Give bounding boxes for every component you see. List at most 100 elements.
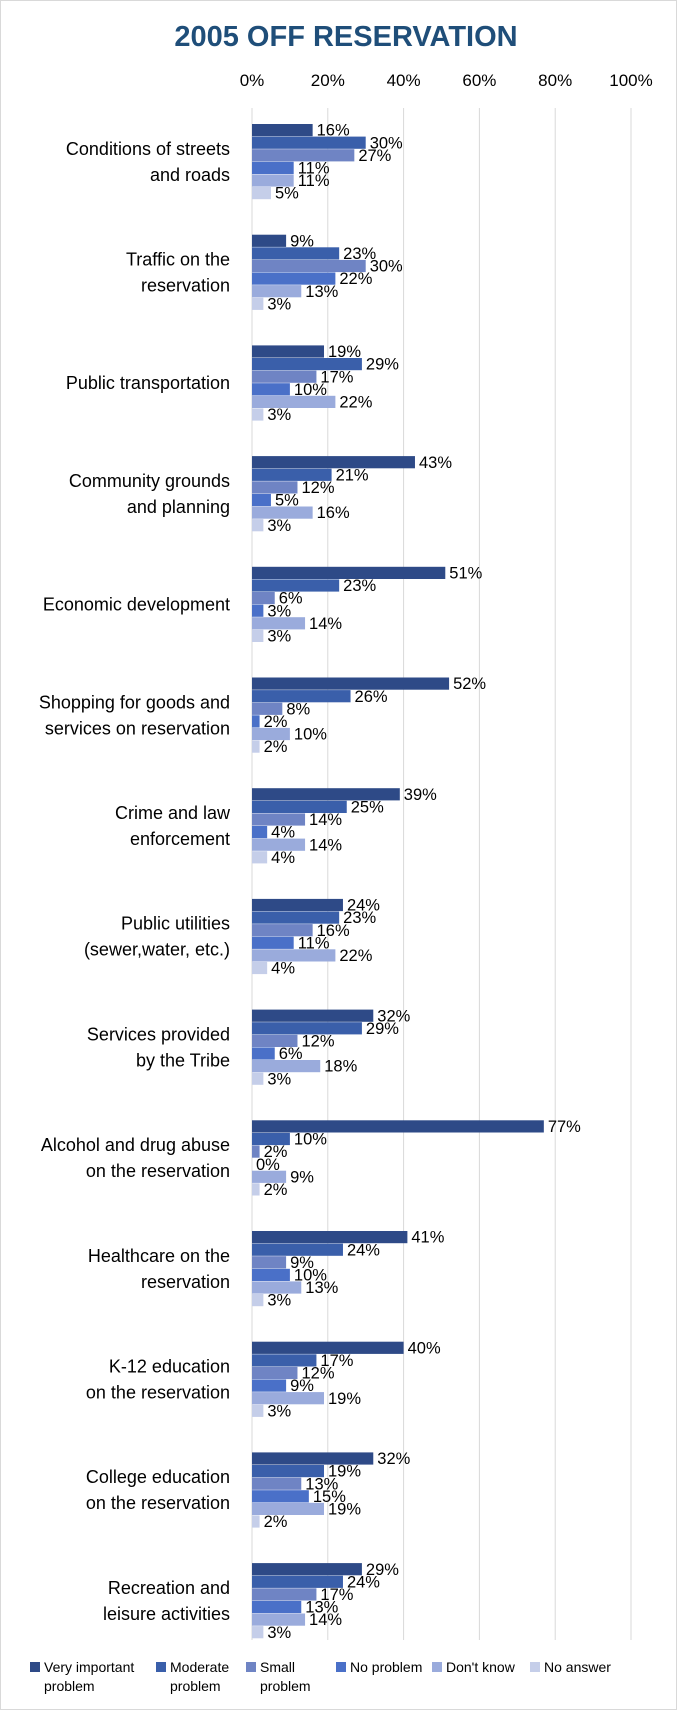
bar [252,481,298,494]
data-label: 3% [267,628,291,646]
bar [252,1341,404,1354]
bar [252,1243,343,1256]
data-label: 2% [264,1181,288,1199]
bar [252,408,264,421]
bar [252,519,264,532]
chart-title: 2005 OFF RESERVATION [174,21,517,53]
x-axis-ticks: 0% 20% 40% 60% 80% 100% [240,71,653,90]
data-label: 2% [264,1143,288,1161]
bar [252,727,290,741]
bar [252,1490,309,1503]
bar [252,677,450,690]
bar [252,161,294,174]
bar [252,1379,287,1392]
bar [252,1354,317,1367]
data-label: 10% [294,381,327,399]
bar [252,617,306,630]
data-label: 10% [294,1267,327,1285]
data-label: 12% [301,1365,334,1383]
legend-label: Moderate problem [170,1659,229,1694]
data-label: 3% [267,406,291,424]
data-label: 2% [264,713,288,731]
data-label: 13% [305,283,338,301]
data-label: 25% [351,799,384,817]
data-label: 43% [419,454,452,472]
data-label: 77% [548,1118,581,1136]
data-label: 18% [324,1058,357,1076]
bar [252,1613,306,1626]
bar [252,247,340,260]
data-label: 12% [301,1033,334,1051]
data-label: 30% [370,134,403,152]
data-label: 14% [309,615,342,633]
bar [252,285,302,298]
data-label: 41% [411,1229,444,1247]
x-tick-label: 80% [538,71,572,90]
bar [252,1294,264,1307]
data-label: 5% [275,185,299,203]
bar [252,1132,290,1146]
data-label: 14% [309,811,342,829]
bar [252,1366,298,1380]
data-label: 11% [298,160,330,178]
legend-swatch [432,1662,442,1672]
bar [252,259,366,273]
x-tick-label: 100% [609,71,652,90]
bar [252,813,306,826]
bar [252,1404,264,1417]
bar [252,715,260,728]
data-label: 14% [309,1611,342,1629]
data-label: 10% [294,1131,327,1149]
category-label: Traffic on the reservation [126,250,230,296]
category-label: Alcohol and drug abuse on the reservation [41,1135,230,1181]
bar [252,1268,290,1281]
bar [252,1452,374,1465]
data-label: 8% [286,700,310,718]
data-label: 0% [256,1156,280,1174]
data-label: 24% [347,1573,380,1591]
data-label: 17% [320,368,353,386]
bar [252,702,283,715]
data-label: 39% [404,786,437,804]
bar [252,1034,298,1047]
x-tick-label: 40% [387,71,421,90]
data-label: 29% [366,1020,399,1038]
bar [252,1588,317,1601]
data-label: 13% [305,1475,338,1493]
legend: Very important problem Moderate problem Smal… [30,1659,611,1694]
bar [252,898,343,912]
data-label: 19% [328,1501,361,1519]
data-label: 3% [267,517,291,535]
data-label: 6% [279,1045,303,1063]
bar [252,826,268,839]
data-label: 17% [320,1586,353,1604]
data-label: 16% [317,122,350,140]
data-label: 9% [290,1254,314,1272]
bar [252,1392,325,1405]
bar [252,1072,264,1085]
bar [252,1575,343,1588]
data-label: 26% [355,688,388,706]
bar [252,1465,325,1478]
data-label: 4% [271,824,295,842]
category-label: Healthcare on the reservation [88,1246,230,1292]
data-label: 32% [377,1007,410,1025]
data-label: 22% [339,947,372,965]
bar [252,506,313,519]
bar [252,1183,260,1196]
data-label: 3% [267,1402,291,1420]
bar [252,579,340,592]
data-label: 23% [343,909,376,927]
category-label: Public utilities (sewer,water, etc.) [84,914,230,960]
bar [252,1022,362,1035]
bar [252,911,340,924]
data-label: 30% [370,258,403,276]
bar [252,1600,302,1614]
data-label: 19% [328,343,361,361]
bar [252,468,332,481]
bar [252,1256,287,1269]
data-label: 23% [343,577,376,595]
data-label: 13% [305,1279,338,1297]
legend-swatch [336,1662,346,1672]
